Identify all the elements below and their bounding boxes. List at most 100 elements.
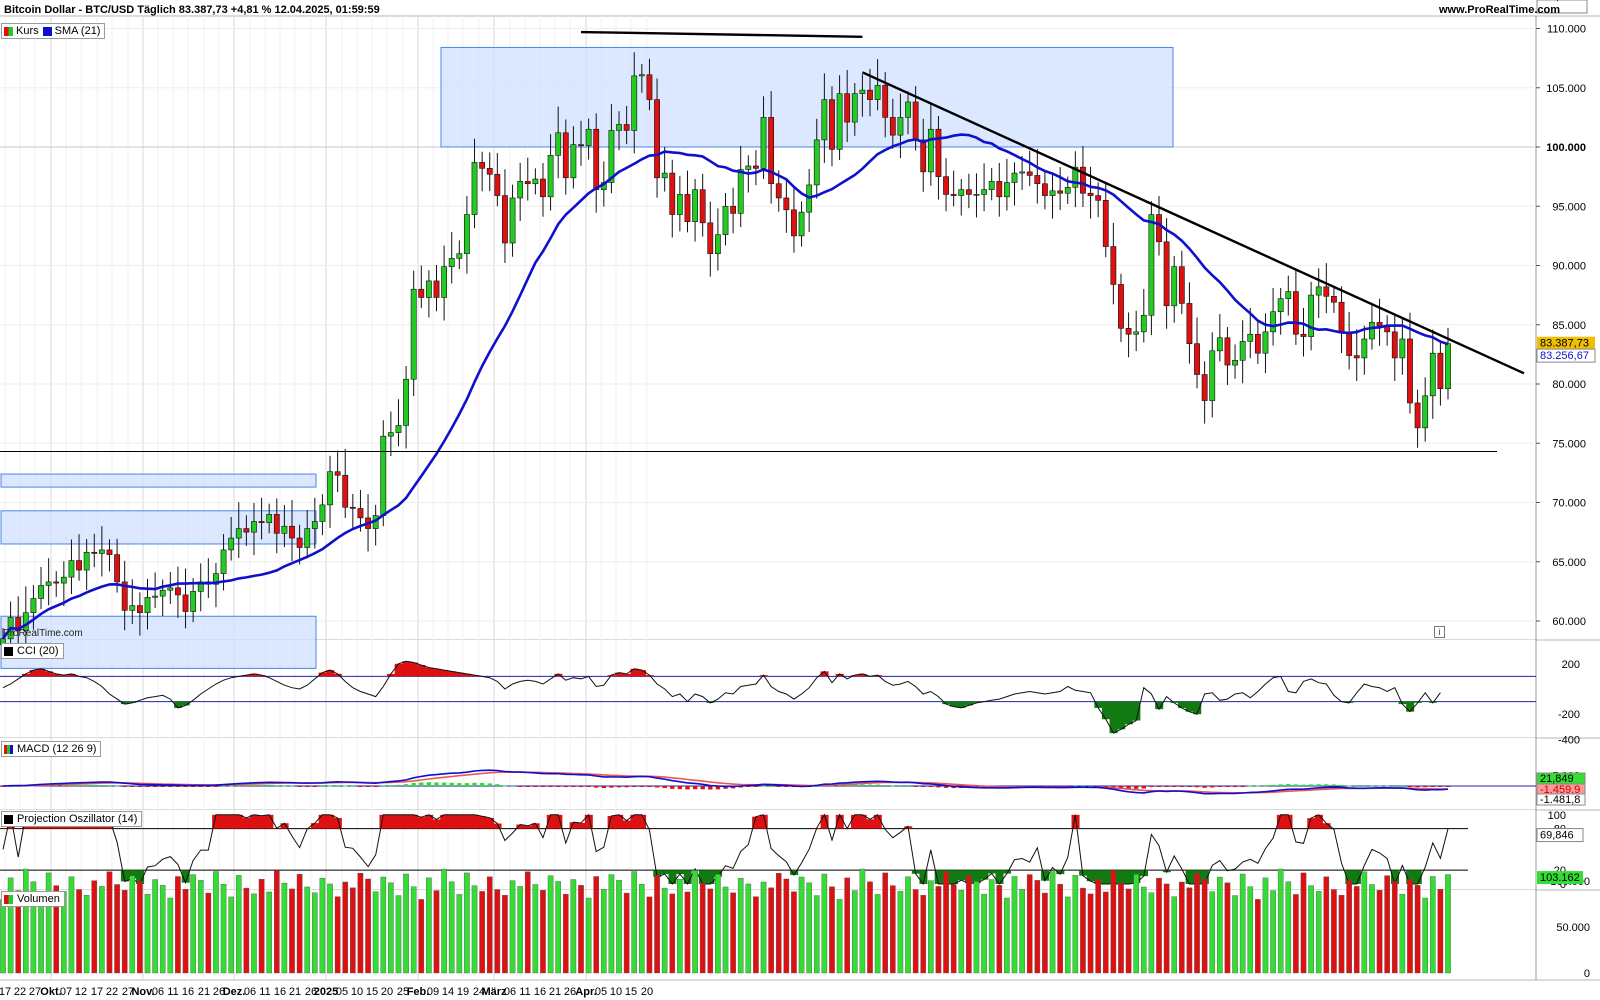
candle [502,195,508,244]
volume-bar [175,876,181,974]
candle [623,124,630,131]
candle [813,139,820,186]
x-tick-label: 11 [519,986,530,998]
candle [273,514,280,534]
projection-legend[interactable]: Projection Oszillator (14) [1,811,143,827]
macd-histogram-bar [206,786,211,787]
macd-histogram-bar [84,784,89,786]
volume-legend[interactable]: Volumen [1,891,65,907]
volume-bar [1262,877,1269,974]
x-tick-label: 06 [504,986,516,998]
macd-histogram-bar [1172,786,1177,787]
volume-bar [159,885,166,974]
x-tick-label: 25 [397,986,409,998]
volume-bar [448,881,455,974]
macd-legend[interactable]: MACD (12 26 9) [1,741,102,757]
volume-bar [585,897,592,974]
macd-histogram-bar [715,786,721,790]
projection-low-fill [668,870,677,884]
volume-bar [806,882,812,974]
price-zone [0,473,317,488]
projection-high-fill [569,822,578,829]
cci-line [2,660,1441,734]
info-icon[interactable]: i [1434,626,1445,638]
macd-histogram-bar [1362,785,1367,787]
cci-overbought-fill [858,673,867,677]
projection-high-fill [523,825,532,829]
cci-legend-label: CCI (20) [17,645,59,657]
volume-bar [661,887,668,974]
candle [251,521,257,533]
candle [616,124,622,131]
volume-bar [76,889,82,974]
projection-low-fill [1003,870,1012,874]
volume-bar [1133,874,1139,974]
price-tick-label: 95.000 [1552,201,1586,213]
volume-bar [509,880,516,974]
candle [1156,214,1162,243]
macd-histogram-bar [221,785,226,787]
macd-histogram-bar [1141,786,1146,789]
candle [988,181,995,190]
macd-histogram-bar [479,782,485,786]
site-name[interactable]: www.ProRealTime.com [1438,4,1560,16]
macd-histogram-bar [426,782,432,786]
candle [235,528,242,539]
candle [144,596,151,614]
projection-high-fill [873,814,882,829]
candle [38,585,44,599]
candle [753,165,759,169]
candle [1034,175,1041,185]
volume-bar [456,894,463,974]
price-legend[interactable]: Kurs SMA (21) [1,23,106,39]
projection-low-fill [714,870,723,877]
volume-bar [1315,891,1322,974]
cci-legend[interactable]: CCI (20) [1,643,64,659]
volume-bar [555,881,561,974]
volume-bar [616,880,622,974]
cci-oversold-fill [128,701,137,703]
macd-histogram-bar [1316,784,1321,786]
candle [129,605,136,611]
macd-histogram-bar [1065,786,1070,787]
candle [897,117,904,136]
projection-high-fill [493,823,502,829]
cci-oversold-fill [965,701,974,706]
volume-bar [988,879,995,974]
price-tick-label: 65.000 [1552,557,1586,569]
candle [1270,311,1276,333]
macd-histogram-bar [609,786,614,788]
volume-bar [1087,893,1094,974]
macd-histogram-bar [282,785,287,787]
candle [380,435,387,516]
volume-bar [737,877,744,974]
projection-high-fill [554,814,563,829]
volume-bar [479,891,485,974]
candle [1201,374,1208,401]
macd-histogram-bar [61,784,67,786]
volume-bar [464,872,470,974]
volume-bar [68,876,75,974]
macd-histogram-bar [883,785,888,787]
volume-bar [1429,876,1436,974]
x-tick-label: 15 [366,986,378,998]
projection-high-fill [820,814,829,829]
volume-bar [1072,875,1079,974]
macd-value-label: -1.481,8 [1540,794,1580,806]
candle [768,117,775,185]
candle [737,169,744,214]
projection-high-fill [630,814,639,829]
candle [1140,314,1147,333]
candle [844,93,851,123]
macd-histogram-bar [1118,786,1124,789]
macd-histogram-bar [1126,786,1131,789]
volume-bar [433,890,440,974]
cci-overbought-fill [615,672,624,677]
projection-high-fill [752,816,761,829]
candle [821,99,828,141]
volume-bar [1011,876,1018,974]
candle [311,521,318,529]
candle [213,573,219,585]
candle [60,576,67,584]
volume-bar [410,886,417,974]
